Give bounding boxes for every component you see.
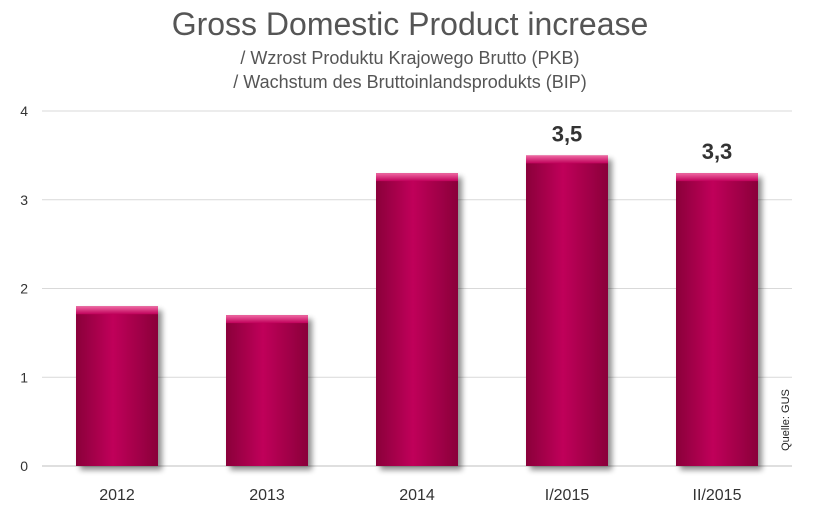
bar-I/2015 — [526, 155, 608, 466]
bar-2014 — [376, 173, 458, 466]
bar — [676, 173, 758, 466]
y-tick-label: 2 — [20, 281, 28, 297]
chart-subtitle-polish: / Wzrost Produktu Krajowego Brutto (PKB) — [240, 48, 580, 68]
x-tick-label: 2014 — [399, 487, 435, 504]
x-tick-label: II/2015 — [693, 487, 742, 504]
bar-top — [676, 173, 758, 182]
chart-title: Gross Domestic Product increase — [171, 6, 649, 42]
y-tick-label: 4 — [20, 103, 28, 119]
y-tick-label: 3 — [20, 192, 28, 208]
y-axis: 0 1 2 3 4 — [20, 103, 28, 474]
x-tick-label: 2012 — [99, 487, 135, 504]
bar-2013 — [226, 315, 308, 466]
bars — [76, 155, 758, 466]
x-axis: 2012 2013 2014 I/2015 3,5 II/2015 3,3 — [99, 121, 741, 504]
x-tick-label: 2013 — [249, 487, 285, 504]
x-tick-label: I/2015 — [545, 487, 590, 504]
bar-top — [376, 173, 458, 182]
y-tick-label: 1 — [20, 369, 28, 385]
y-tick-label: 0 — [20, 458, 28, 474]
bar — [526, 155, 608, 466]
source-note: Quelle: GUS — [780, 389, 792, 451]
data-label: 3,5 — [552, 121, 583, 146]
chart-subtitle-german: / Wachstum des Bruttoinlandsprodukts (BI… — [233, 72, 587, 92]
bar-2012 — [76, 306, 158, 466]
bar — [376, 173, 458, 466]
bar — [76, 306, 158, 466]
bar-II/2015 — [676, 173, 758, 466]
data-label: 3,3 — [702, 139, 733, 164]
bar-top — [76, 306, 158, 315]
bar-top — [226, 315, 308, 324]
bar-top — [526, 155, 608, 164]
bar — [226, 315, 308, 466]
